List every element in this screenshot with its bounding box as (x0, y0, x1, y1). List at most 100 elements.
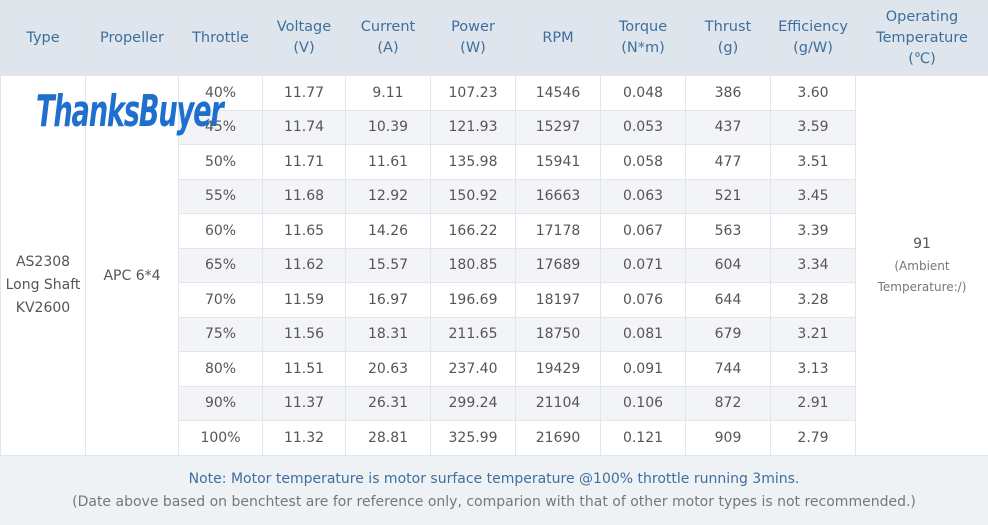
header-cell: RPM (515, 0, 601, 76)
temperature-cell: 91 (Ambient Temperature:/) (855, 75, 988, 456)
header-row: Type Propeller Throttle Voltage (V) Current (A… (0, 0, 988, 76)
data-cell: 909 (685, 420, 771, 456)
data-cell: 0.053 (600, 109, 686, 145)
data-cell: 196.69 (430, 282, 516, 318)
data-cell: 0.048 (600, 75, 686, 111)
header-cell: Torque (N*m) (600, 0, 686, 76)
data-cell: 211.65 (430, 316, 516, 352)
header-text: (N*m) (621, 40, 665, 56)
footer: Note: Motor temperature is motor surface… (0, 456, 988, 525)
data-cell: 166.22 (430, 213, 516, 249)
header-text: Power (451, 19, 495, 35)
data-cell: 16663 (515, 178, 601, 214)
data-cell: 0.058 (600, 144, 686, 180)
data-cell: 0.121 (600, 420, 686, 456)
data-cell: 3.39 (770, 213, 856, 249)
header-text: Propeller (99, 29, 165, 46)
data-cell: 135.98 (430, 144, 516, 180)
header-cell: Operating Temperature (℃) (855, 0, 988, 76)
data-cell: 237.40 (430, 351, 516, 387)
data-cell: 11.62 (262, 247, 346, 283)
data-cell: 20.63 (345, 351, 431, 387)
footer-text: Note: Motor temperature is motor surface… (188, 471, 800, 487)
data-cell: 0.063 (600, 178, 686, 214)
data-cell: 18750 (515, 316, 601, 352)
data-cell: 15.57 (345, 247, 431, 283)
header-text: (W) (460, 40, 486, 56)
header-text: Thrust (704, 19, 752, 35)
data-cell: 3.13 (770, 351, 856, 387)
data-cell: 11.65 (262, 213, 346, 249)
header-text: Efficiency (778, 19, 848, 35)
data-cell: 65% (178, 247, 263, 283)
temperature-value: 91 (913, 235, 931, 252)
data-cell: 679 (685, 316, 771, 352)
data-cell: 90% (178, 385, 263, 421)
data-cell: 9.11 (345, 75, 431, 111)
table-row: 50% 11.71 11.61 135.98 15941 0.058 477 3.51 (1, 144, 988, 180)
type-text: AS2308 (15, 253, 71, 270)
spec-table: Type Propeller Throttle Voltage (V) Current (A… (0, 0, 988, 456)
table-row: AS2308 Long Shaft KV2600 APC 6*4 40% 11.77 9.1… (0, 75, 988, 456)
header-text: Operating (885, 8, 959, 25)
data-cell: 0.106 (600, 385, 686, 421)
data-cell: 50% (178, 144, 263, 180)
table-row: 100% 11.32 28.81 325.99 21690 0.121 909 2.79 (1, 420, 988, 456)
data-cell: 563 (685, 213, 771, 249)
header-cell: Current (A) (345, 0, 431, 76)
header-cell: Power (W) (430, 0, 516, 76)
data-cell: 644 (685, 282, 771, 318)
data-cell: 16.97 (345, 282, 431, 318)
data-cell: 11.74 (262, 109, 346, 145)
data-cell: 55% (178, 178, 263, 214)
header-text: Throttle (192, 29, 249, 46)
data-cell: 2.79 (770, 420, 856, 456)
header-cell: Voltage (V) (262, 0, 346, 76)
note-text: Temperature:/) (877, 279, 967, 294)
table-row: 55% 11.68 12.92 150.92 16663 0.063 521 3.45 (1, 178, 988, 214)
data-cell: 11.68 (262, 178, 346, 214)
data-cell: 3.60 (770, 75, 856, 111)
header-text: (g) (717, 40, 739, 56)
header-text: Voltage (276, 19, 332, 35)
header-text: Temperature (876, 29, 968, 46)
data-cell: 107.23 (430, 75, 516, 111)
data-cell: 121.93 (430, 109, 516, 145)
data-cell: 10.39 (345, 109, 431, 145)
header-text: RPM (542, 29, 574, 46)
data-cell: 0.081 (600, 316, 686, 352)
data-cell: 75% (178, 316, 263, 352)
data-cell: 15297 (515, 109, 601, 145)
data-cell: 744 (685, 351, 771, 387)
data-cell: 437 (685, 109, 771, 145)
data-cell: 0.091 (600, 351, 686, 387)
header-text: Current (360, 19, 416, 35)
data-cell: 477 (685, 144, 771, 180)
propeller-cell: APC 6*4 (85, 75, 179, 456)
data-cell: 70% (178, 282, 263, 318)
data-cell: 150.92 (430, 178, 516, 214)
header-cell: Throttle (178, 0, 263, 76)
header-text: (g/W) (793, 40, 833, 56)
data-cell: 0.067 (600, 213, 686, 249)
data-cell: 11.37 (262, 385, 346, 421)
header-cell: Thrust (g) (685, 0, 771, 76)
data-cell: 26.31 (345, 385, 431, 421)
header-text: Type (26, 29, 60, 46)
header-text: Torque (618, 19, 668, 35)
table-row: 65% 11.62 15.57 180.85 17689 0.071 604 3.34 (1, 247, 988, 283)
data-cell: 0.071 (600, 247, 686, 283)
data-cell: 521 (685, 178, 771, 214)
data-cell: 11.77 (262, 75, 346, 111)
table-row: 80% 11.51 20.63 237.40 19429 0.091 744 3.13 (1, 351, 988, 387)
data-cell: 11.56 (262, 316, 346, 352)
data-cell: 180.85 (430, 247, 516, 283)
data-cell: 21104 (515, 385, 601, 421)
data-cell: 2.91 (770, 385, 856, 421)
data-cell: 3.21 (770, 316, 856, 352)
data-cell: 11.51 (262, 351, 346, 387)
data-cell: 100% (178, 420, 263, 456)
header-text: (℃) (908, 50, 936, 67)
data-cell: 17178 (515, 213, 601, 249)
table-row: 90% 11.37 26.31 299.24 21104 0.106 872 2.91 (1, 385, 988, 421)
